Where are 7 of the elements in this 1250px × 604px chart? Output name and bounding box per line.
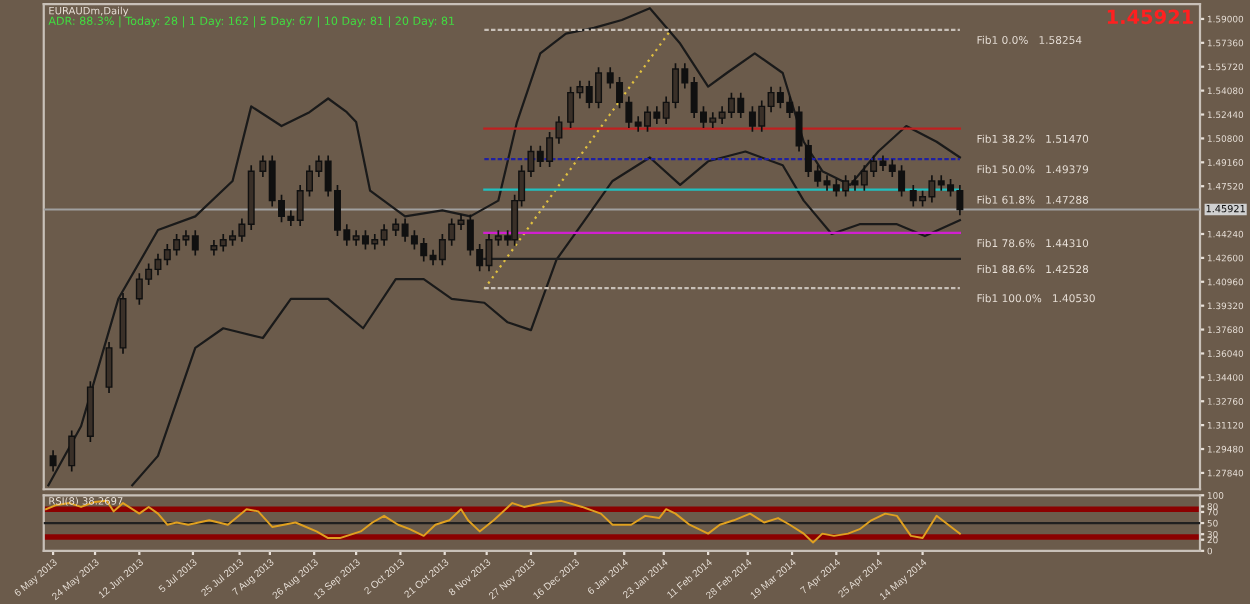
candlestick <box>567 86 575 129</box>
candlestick <box>105 341 113 394</box>
line-series <box>45 499 961 544</box>
line-series <box>47 7 961 487</box>
candlestick <box>68 429 76 473</box>
annotation: 1.45921 <box>1107 9 1193 25</box>
line-series <box>131 150 961 487</box>
